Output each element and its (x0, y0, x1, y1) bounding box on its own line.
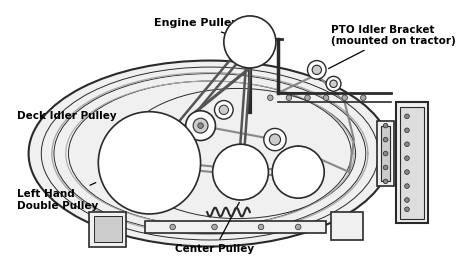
Circle shape (405, 156, 409, 161)
Circle shape (405, 142, 409, 147)
Circle shape (295, 169, 301, 175)
Bar (377, 121, 394, 186)
Circle shape (323, 95, 329, 100)
Circle shape (170, 224, 175, 230)
Circle shape (224, 16, 276, 68)
Circle shape (405, 114, 409, 119)
Ellipse shape (28, 61, 391, 247)
Circle shape (290, 164, 307, 180)
Circle shape (264, 128, 286, 151)
Circle shape (146, 159, 153, 166)
Bar (381, 126, 390, 181)
Circle shape (286, 95, 292, 100)
Bar (396, 102, 428, 223)
Circle shape (112, 126, 187, 200)
Circle shape (267, 95, 273, 100)
Circle shape (198, 123, 203, 128)
Circle shape (405, 128, 409, 133)
Circle shape (312, 65, 321, 75)
Bar (89, 212, 126, 247)
Text: Left Hand
Double Pulley: Left Hand Double Pulley (18, 183, 99, 211)
Circle shape (219, 105, 228, 114)
Circle shape (98, 112, 201, 214)
Circle shape (383, 137, 388, 142)
Text: Deck Idler Pulley: Deck Idler Pulley (18, 111, 183, 125)
Bar (331, 212, 363, 240)
Circle shape (405, 170, 409, 174)
Bar (401, 107, 424, 219)
Circle shape (237, 168, 244, 176)
Circle shape (213, 144, 268, 200)
Circle shape (326, 76, 341, 91)
Circle shape (308, 61, 326, 79)
Text: PTO Idler Bracket
(mounted on tractor): PTO Idler Bracket (mounted on tractor) (328, 25, 456, 69)
Circle shape (405, 184, 409, 188)
Text: Engine Pulley: Engine Pulley (154, 18, 247, 41)
Circle shape (405, 207, 409, 212)
Circle shape (342, 95, 347, 100)
Circle shape (269, 134, 281, 145)
Circle shape (245, 37, 255, 47)
Circle shape (383, 123, 388, 128)
Circle shape (361, 95, 366, 100)
Circle shape (383, 151, 388, 156)
Circle shape (383, 165, 388, 170)
Circle shape (295, 224, 301, 230)
Circle shape (305, 95, 310, 100)
Circle shape (258, 224, 264, 230)
Circle shape (222, 154, 259, 191)
Text: Center Pulley: Center Pulley (175, 202, 254, 254)
Circle shape (272, 146, 324, 198)
Circle shape (140, 154, 159, 172)
Circle shape (126, 140, 173, 186)
Circle shape (383, 179, 388, 184)
Circle shape (193, 118, 208, 133)
Circle shape (282, 155, 315, 189)
Circle shape (212, 224, 217, 230)
Circle shape (231, 23, 268, 61)
Circle shape (186, 111, 216, 140)
Circle shape (405, 198, 409, 202)
Bar (94, 216, 121, 242)
Circle shape (330, 80, 337, 88)
Bar (145, 221, 326, 233)
Circle shape (231, 163, 250, 181)
Circle shape (215, 100, 233, 119)
Circle shape (239, 31, 261, 53)
